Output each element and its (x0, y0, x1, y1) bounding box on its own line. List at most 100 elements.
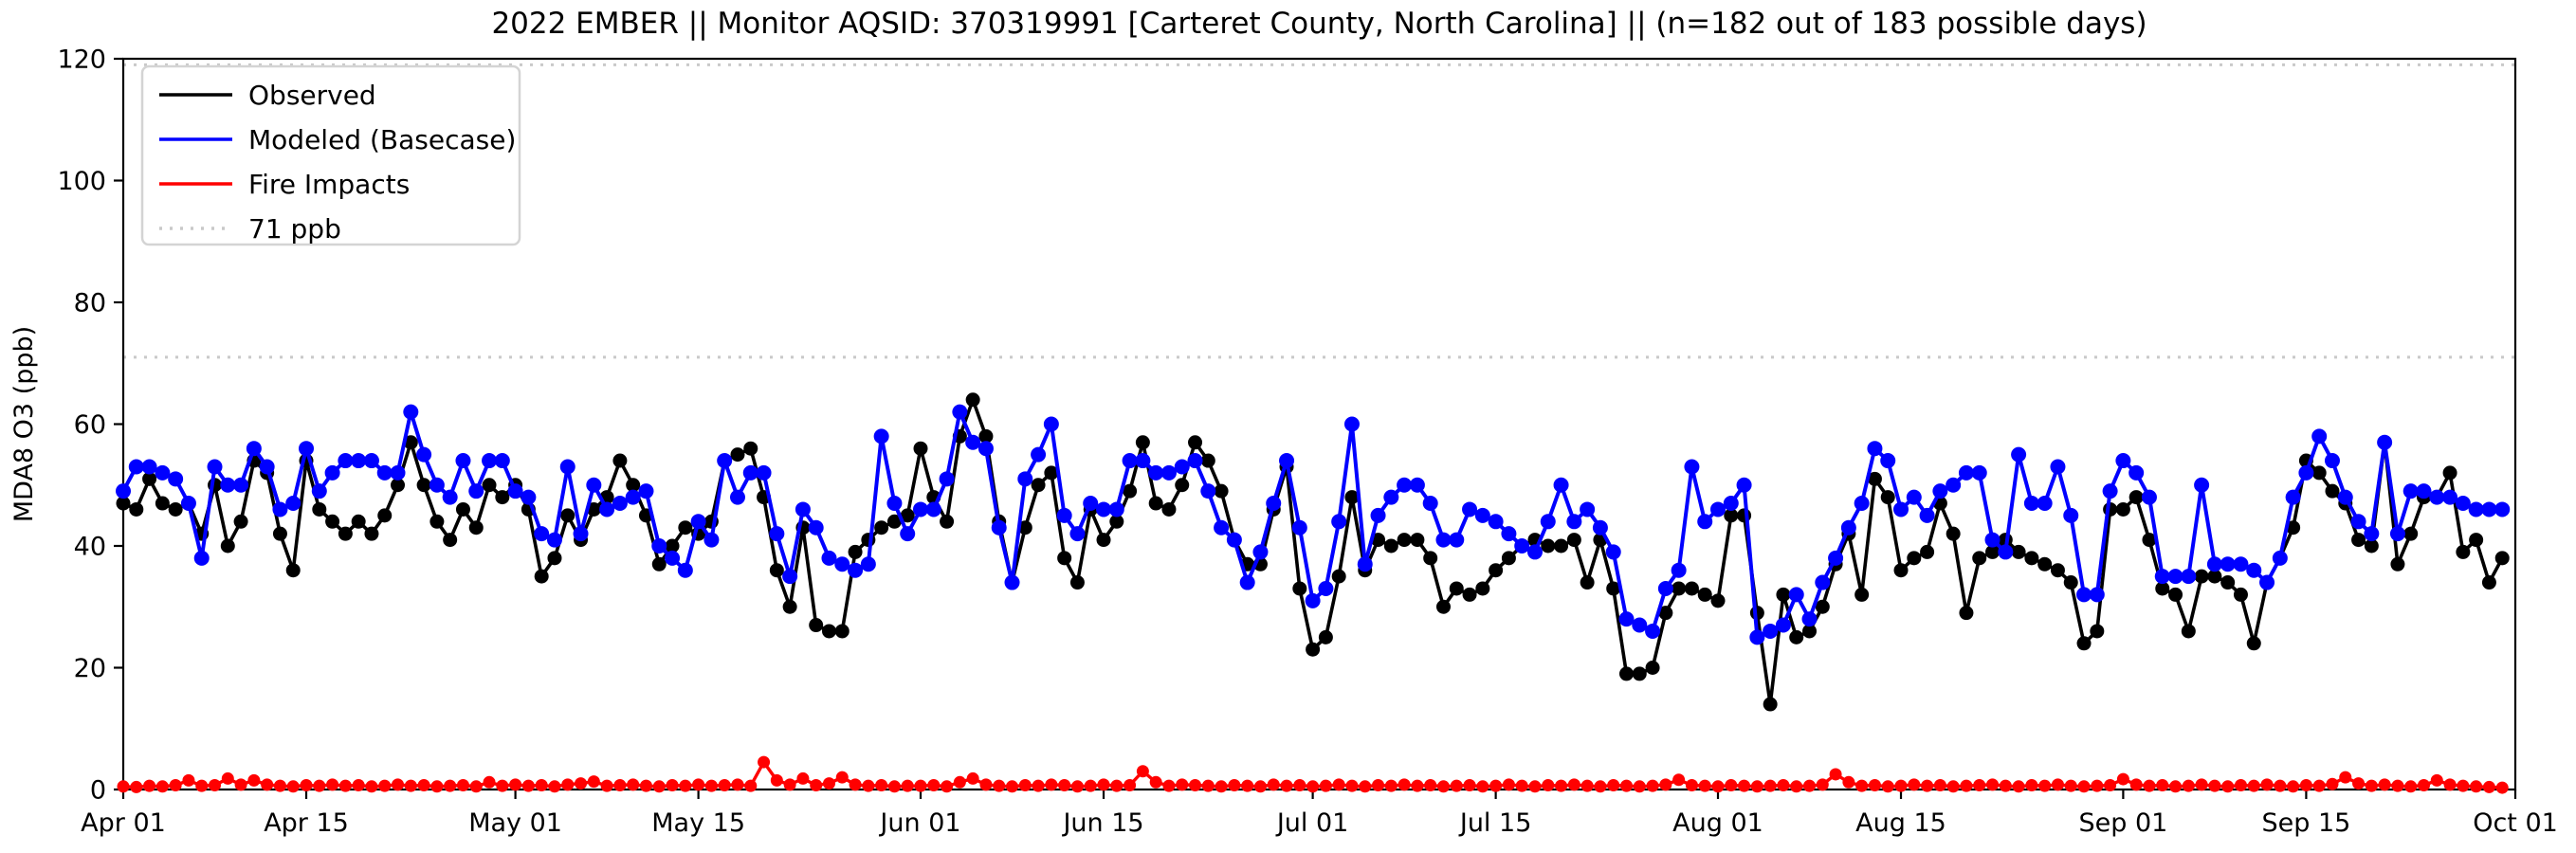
data-point (2285, 489, 2301, 505)
data-point (313, 779, 326, 792)
data-point (1135, 453, 1151, 469)
data-point (1881, 780, 1894, 793)
data-point (207, 459, 223, 475)
data-point (365, 780, 378, 793)
data-point (2404, 780, 2418, 793)
data-point (272, 501, 288, 517)
data-point (1555, 779, 1568, 792)
data-point (1463, 779, 1476, 792)
data-point (875, 779, 888, 792)
data-point (1893, 563, 1909, 578)
data-point (1854, 496, 1870, 512)
series-fire-impacts (117, 755, 2509, 794)
data-point (2208, 779, 2221, 792)
data-point (1214, 519, 1230, 535)
data-point (1867, 471, 1882, 486)
data-point (2457, 779, 2470, 792)
data-point (376, 464, 393, 481)
data-point (1069, 575, 1085, 590)
data-point (404, 779, 417, 792)
data-point (913, 501, 928, 517)
data-point (1789, 629, 1804, 644)
data-point (1618, 611, 1635, 627)
y-axis: 0 20 40 60 80 100 120 (57, 45, 123, 805)
data-point (1189, 779, 1202, 792)
data-point (575, 777, 588, 790)
data-point (1605, 544, 1621, 560)
data-point (692, 778, 705, 791)
data-point (1214, 483, 1229, 499)
data-point (2142, 533, 2157, 548)
data-point (1436, 780, 1450, 793)
data-point (2169, 780, 2183, 793)
data-point (2037, 496, 2053, 512)
data-point (168, 471, 184, 487)
data-point (665, 550, 681, 566)
data-point (718, 779, 731, 792)
data-point (1619, 779, 1633, 792)
data-point (193, 550, 210, 566)
data-point (2115, 501, 2130, 517)
data-point (1671, 562, 1687, 578)
data-point (2272, 550, 2288, 566)
data-point (835, 771, 849, 784)
data-point (1646, 779, 1659, 792)
data-point (1162, 779, 1176, 792)
data-point (2442, 465, 2457, 481)
data-point (417, 779, 430, 792)
data-point (2337, 489, 2353, 505)
data-point (1788, 587, 1804, 603)
data-point (769, 526, 785, 542)
data-point (1566, 514, 1582, 530)
data-point (1775, 617, 1791, 633)
data-point (1933, 779, 1946, 792)
data-point (2091, 779, 2104, 792)
data-point (966, 771, 979, 785)
data-point (1906, 489, 1922, 505)
data-point (731, 778, 744, 791)
data-point (2063, 507, 2079, 523)
data-point (2481, 501, 2497, 517)
data-point (862, 779, 875, 792)
data-point (2064, 779, 2077, 792)
data-point (1149, 775, 1162, 789)
data-point (1580, 575, 1595, 590)
data-point (1633, 780, 1646, 793)
data-point (1684, 459, 1700, 475)
data-point (1553, 477, 1569, 493)
data-point (638, 483, 654, 499)
data-point (2350, 514, 2366, 530)
data-point (1006, 780, 1019, 793)
data-point (2076, 587, 2092, 603)
data-point (338, 526, 353, 541)
data-point (1567, 778, 1580, 791)
data-point (744, 779, 758, 792)
x-axis: Apr 01 Apr 15 May 01 May 15 Jun 01 Jun 15 Jul … (81, 789, 2558, 838)
data-point (1554, 538, 1569, 554)
data-point (1921, 779, 1934, 792)
data-point (155, 780, 169, 793)
data-point (1749, 629, 1765, 645)
data-point (1658, 606, 1673, 621)
y-tick-label: 100 (57, 167, 106, 196)
data-point (482, 453, 498, 469)
data-point (2311, 428, 2328, 445)
reference-lines (123, 63, 2515, 359)
data-point (1266, 496, 1282, 512)
data-point (1815, 599, 1830, 614)
data-point (443, 533, 458, 548)
data-point (782, 569, 798, 585)
data-point (808, 519, 824, 535)
data-point (979, 778, 993, 791)
data-point (2233, 556, 2249, 572)
data-point (1960, 779, 1973, 792)
data-point (1618, 666, 1634, 681)
data-point (2037, 556, 2053, 572)
data-point (1148, 496, 1163, 511)
data-point (2090, 624, 2105, 639)
data-point (2416, 483, 2432, 499)
data-point (1763, 623, 1779, 639)
data-point (548, 780, 561, 793)
data-point (2352, 777, 2366, 790)
data-point (1998, 544, 2014, 560)
